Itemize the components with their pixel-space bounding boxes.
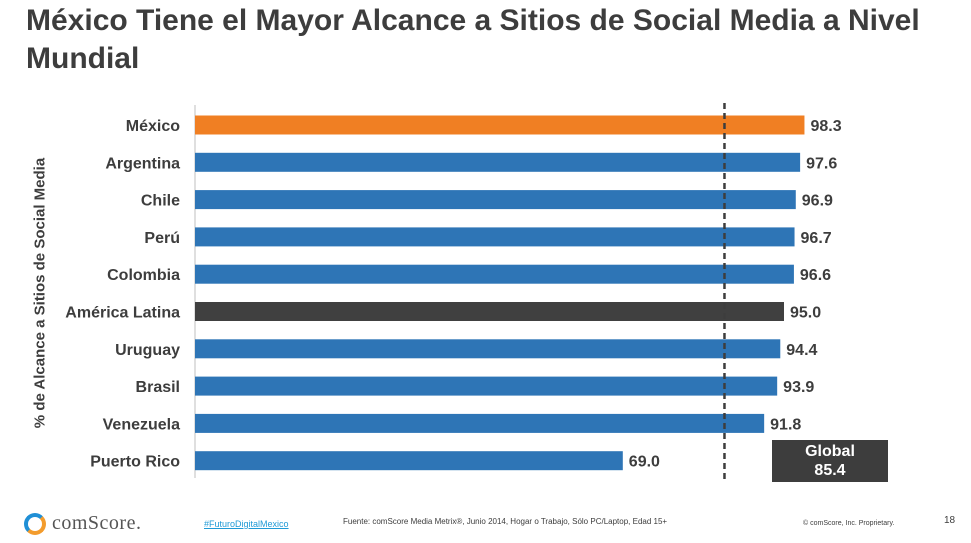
bar	[195, 451, 623, 471]
value-label: 69.0	[629, 454, 660, 471]
value-label: 94.4	[786, 342, 817, 359]
value-label: 91.8	[770, 416, 801, 433]
global-reference-label: Global 85.4	[772, 440, 888, 482]
copyright-note: © comScore, Inc. Proprietary.	[803, 520, 895, 527]
value-label: 97.6	[806, 155, 837, 172]
page-title: México Tiene el Mayor Alcance a Sitios d…	[26, 4, 920, 75]
comscore-ring-icon	[24, 512, 46, 535]
category-label: México	[126, 118, 180, 135]
category-label: Brasil	[136, 379, 180, 396]
logo-text: comScore.	[52, 512, 142, 534]
page-number: 18	[944, 515, 956, 526]
bar	[195, 152, 801, 172]
category-label: Venezuela	[103, 416, 180, 433]
category-label: Uruguay	[115, 342, 180, 359]
category-label: Puerto Rico	[90, 454, 180, 471]
value-label: 95.0	[790, 305, 821, 322]
value-label: 96.9	[802, 193, 833, 210]
value-label: 98.3	[810, 118, 841, 135]
bar	[195, 376, 778, 396]
source-note: Fuente: comScore Media Metrix®, Junio 20…	[343, 517, 668, 526]
global-label-value: 85.4	[814, 462, 846, 479]
bar	[195, 264, 794, 284]
hashtag-link[interactable]: #FuturoDigitalMexico	[204, 519, 289, 529]
bar	[195, 190, 796, 210]
category-label: Colombia	[107, 267, 180, 284]
value-label: 93.9	[783, 379, 814, 396]
global-label-title: Global	[805, 443, 855, 460]
bar	[195, 115, 805, 135]
bar	[195, 339, 781, 359]
bar	[195, 413, 765, 433]
category-label: América Latina	[65, 305, 180, 322]
value-label: 96.6	[800, 267, 831, 284]
category-label: Perú	[144, 230, 180, 247]
bar	[195, 227, 795, 247]
bar	[195, 302, 784, 321]
category-label: Argentina	[105, 155, 180, 172]
category-label: Chile	[141, 193, 180, 210]
value-label: 96.7	[801, 230, 832, 247]
comscore-logo: comScore.	[24, 512, 141, 535]
